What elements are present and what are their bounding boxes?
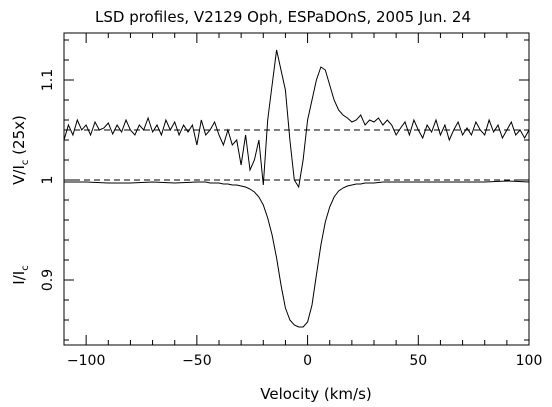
- y-tick-label: 1: [40, 176, 56, 185]
- series-line-stokes-i: [64, 180, 530, 328]
- x-tick-label: 100: [516, 353, 543, 369]
- plot-frame: [63, 32, 530, 346]
- y-label-v-main: V/I: [10, 165, 28, 185]
- y-axis-label-intensity: I/Ic: [10, 265, 31, 284]
- y-label-i-sub: c: [20, 265, 31, 271]
- x-tick-label: 50: [409, 353, 427, 369]
- y-label-i-main: I/I: [10, 271, 28, 285]
- y-axis-label-stokes-v: V/Ic (25x): [10, 115, 31, 185]
- x-axis-label: Velocity (km/s): [260, 385, 371, 403]
- x-tick-label: −50: [182, 353, 212, 369]
- series-line-stokes-v: [63, 49, 530, 189]
- y-label-v-sub: c: [20, 160, 31, 166]
- x-tick-label: 0: [303, 353, 312, 369]
- chart-title: LSD profiles, V2129 Oph, ESPaDOnS, 2005 …: [95, 8, 471, 26]
- plot-lines: [63, 49, 530, 328]
- x-tick-label: −100: [67, 353, 105, 369]
- y-label-v-suffix: (25x): [10, 115, 28, 159]
- y-tick-label: 1.1: [40, 69, 56, 91]
- y-tick-label: 0.9: [40, 269, 56, 291]
- axis-ticks: −100 −50 0 50 100 0.9 1 1.1: [40, 33, 542, 369]
